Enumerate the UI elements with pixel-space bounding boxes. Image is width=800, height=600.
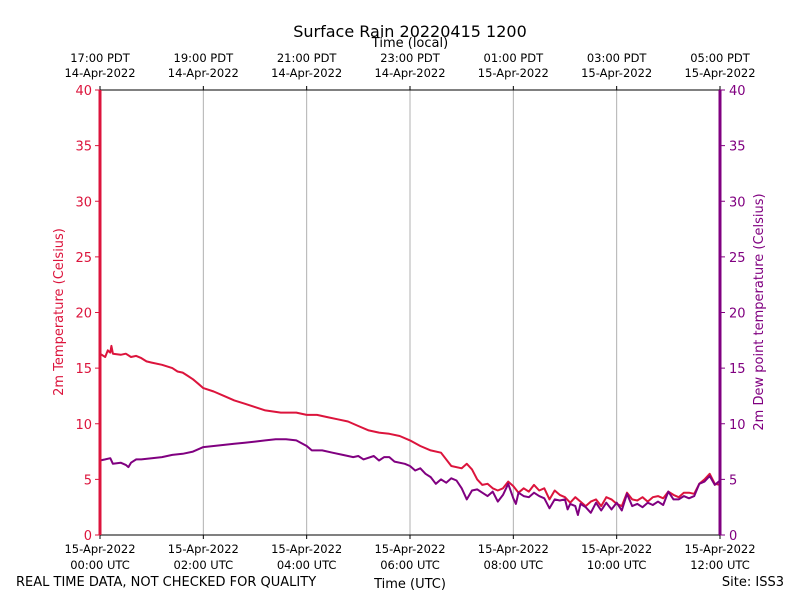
x-tick-label: 12:00 UTC	[690, 558, 750, 572]
right-y-tick-label: 5	[729, 473, 737, 488]
dew-point-line	[99, 438, 721, 516]
left-y-tick-label: 20	[75, 307, 92, 322]
quality-disclaimer: REAL TIME DATA, NOT CHECKED FOR QUALITY	[16, 575, 317, 590]
top-tick-label: 01:00 PDT	[484, 51, 545, 65]
top-tick-label: 03:00 PDT	[587, 51, 648, 65]
x-tick-label: 08:00 UTC	[484, 558, 544, 572]
top-tick-label: 14-Apr-2022	[271, 66, 342, 80]
left-y-tick-label: 5	[84, 473, 92, 488]
left-y-tick-label: 25	[75, 251, 92, 266]
x-tick-label: 15-Apr-2022	[478, 542, 549, 556]
x-tick-label: 04:00 UTC	[277, 558, 337, 572]
right-y-tick-label: 15	[729, 362, 746, 377]
right-y-tick-label: 30	[729, 195, 746, 210]
right-y-tick-label: 0	[729, 529, 737, 544]
x-axis-label: Time (UTC)	[373, 577, 446, 592]
left-y-tick-label: 40	[75, 84, 92, 99]
left-y-axis-label: 2m Temperature (Celsius)	[52, 228, 67, 396]
top-tick-label: 21:00 PDT	[277, 51, 338, 65]
top-tick-label: 15-Apr-2022	[478, 66, 549, 80]
x-tick-label: 15-Apr-2022	[374, 542, 445, 556]
top-tick-label: 17:00 PDT	[70, 51, 131, 65]
left-y-tick-label: 30	[75, 195, 92, 210]
x-tick-label: 15-Apr-2022	[271, 542, 342, 556]
temperature-line	[99, 344, 721, 508]
x-tick-label: 02:00 UTC	[174, 558, 234, 572]
series-lines	[99, 344, 721, 516]
left-y-tick-label: 10	[75, 418, 92, 433]
top-tick-label: 14-Apr-2022	[168, 66, 239, 80]
left-y-tick-label: 35	[75, 140, 92, 155]
right-y-tick-label: 10	[729, 418, 746, 433]
left-y-tick-label: 15	[75, 362, 92, 377]
right-y-tick-label: 40	[729, 84, 746, 99]
grid-lines	[202, 90, 618, 535]
x-tick-label: 10:00 UTC	[587, 558, 647, 572]
top-tick-label: 14-Apr-2022	[374, 66, 445, 80]
right-y-axis-label: 2m Dew point temperature (Celsius)	[752, 193, 767, 430]
plot-frame	[98, 89, 722, 536]
axis-ticks: 15-Apr-2022 00:00 UTC 15-Apr-2022 02:00 UTC…	[64, 51, 755, 572]
x-tick-label: 15-Apr-2022	[64, 542, 135, 556]
x-tick-label: 15-Apr-2022	[684, 542, 755, 556]
top-tick-label: 15-Apr-2022	[684, 66, 755, 80]
top-axis-label: Time (local)	[371, 36, 448, 51]
top-tick-label: 19:00 PDT	[174, 51, 235, 65]
right-y-tick-label: 25	[729, 251, 746, 266]
chart-title: Surface Rain 20220415 1200	[293, 22, 527, 41]
x-tick-label: 15-Apr-2022	[168, 542, 239, 556]
right-y-tick-label: 20	[729, 307, 746, 322]
top-tick-label: 05:00 PDT	[690, 51, 751, 65]
site-label: Site: ISS3	[721, 575, 784, 590]
left-y-tick-label: 0	[84, 529, 92, 544]
x-tick-label: 15-Apr-2022	[581, 542, 652, 556]
x-tick-label: 00:00 UTC	[70, 558, 130, 572]
x-tick-label: 06:00 UTC	[380, 558, 440, 572]
top-tick-label: 15-Apr-2022	[581, 66, 652, 80]
top-tick-label: 23:00 PDT	[380, 51, 441, 65]
top-tick-label: 14-Apr-2022	[64, 66, 135, 80]
right-y-tick-label: 35	[729, 140, 746, 155]
